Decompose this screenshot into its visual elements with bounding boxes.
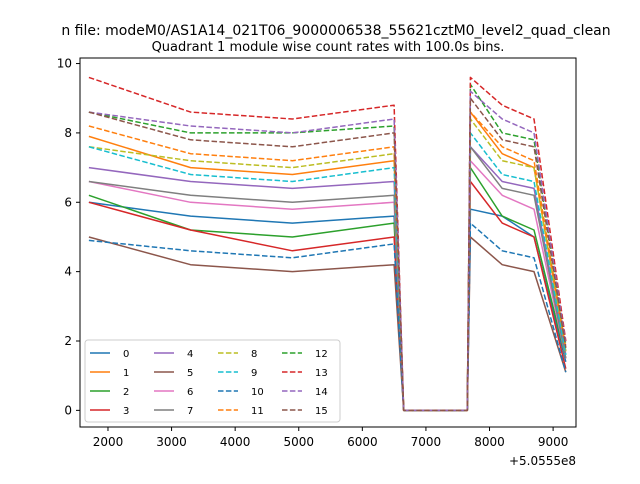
legend-label: 3 bbox=[123, 406, 129, 417]
legend-label: 1 bbox=[123, 368, 129, 379]
x-tick-label: 6000 bbox=[347, 435, 378, 449]
legend-label: 12 bbox=[315, 349, 328, 360]
legend-item: 10 bbox=[218, 387, 264, 398]
x-axis: 2000 3000 4000 5000 6000 7000 8000 9000 bbox=[93, 427, 569, 449]
y-tick-label: 0 bbox=[64, 403, 72, 417]
legend-item: 9 bbox=[218, 368, 257, 379]
legend-frame bbox=[84, 339, 341, 423]
x-tick-label: 8000 bbox=[474, 435, 505, 449]
x-tick-label: 2000 bbox=[93, 435, 124, 449]
x-tick-label: 4000 bbox=[220, 435, 251, 449]
legend-item: 13 bbox=[282, 368, 328, 379]
legend-item: 2 bbox=[90, 387, 129, 398]
legend-label: 13 bbox=[315, 368, 328, 379]
legend-label: 9 bbox=[251, 368, 257, 379]
legend-item: 15 bbox=[282, 406, 328, 417]
legend-item: 0 bbox=[90, 349, 129, 360]
legend-label: 14 bbox=[315, 387, 328, 398]
x-tick-label: 7000 bbox=[411, 435, 442, 449]
y-tick-label: 6 bbox=[64, 195, 72, 209]
legend-item: 12 bbox=[282, 349, 328, 360]
legend-item: 1 bbox=[90, 368, 129, 379]
x-tick-label: 9000 bbox=[538, 435, 569, 449]
chart-title: Quadrant 1 module wise count rates with … bbox=[152, 40, 505, 55]
series-line-14 bbox=[88, 90, 567, 412]
series-line-15 bbox=[88, 97, 567, 412]
x-offset-label: +5.0555e8 bbox=[509, 454, 576, 468]
y-tick-label: 4 bbox=[64, 265, 72, 279]
legend-label: 5 bbox=[187, 368, 193, 379]
legend-item: 11 bbox=[218, 406, 264, 417]
y-tick-label: 10 bbox=[57, 57, 72, 71]
legend-item: 4 bbox=[154, 349, 193, 360]
legend-item: 6 bbox=[154, 387, 193, 398]
legend-item: 5 bbox=[154, 368, 193, 379]
legend-item: 3 bbox=[90, 406, 129, 417]
y-tick-label: 8 bbox=[64, 126, 72, 140]
legend-item: 7 bbox=[154, 406, 193, 417]
legend-label: 2 bbox=[123, 387, 129, 398]
x-tick-label: 5000 bbox=[283, 435, 314, 449]
series-layer bbox=[88, 76, 567, 412]
legend-label: 10 bbox=[251, 387, 264, 398]
legend-item: 14 bbox=[282, 387, 328, 398]
legend-label: 4 bbox=[187, 349, 193, 360]
legend-label: 6 bbox=[187, 387, 193, 398]
legend-label: 7 bbox=[187, 406, 193, 417]
series-line-10 bbox=[88, 222, 567, 412]
plot-frame bbox=[79, 57, 577, 428]
legend-label: 15 bbox=[315, 406, 328, 417]
legend-label: 8 bbox=[251, 349, 257, 360]
legend-item: 8 bbox=[218, 349, 257, 360]
x-tick-label: 3000 bbox=[156, 435, 187, 449]
y-axis: 0 2 4 6 8 10 bbox=[57, 57, 80, 417]
legend-label: 0 bbox=[123, 349, 129, 360]
y-tick-label: 2 bbox=[64, 334, 72, 348]
series-line-12 bbox=[88, 83, 567, 412]
legend-label: 11 bbox=[251, 406, 264, 417]
figure-suptitle: n file: modeM0/AS1A14_021T06_9000006538_… bbox=[61, 23, 610, 39]
